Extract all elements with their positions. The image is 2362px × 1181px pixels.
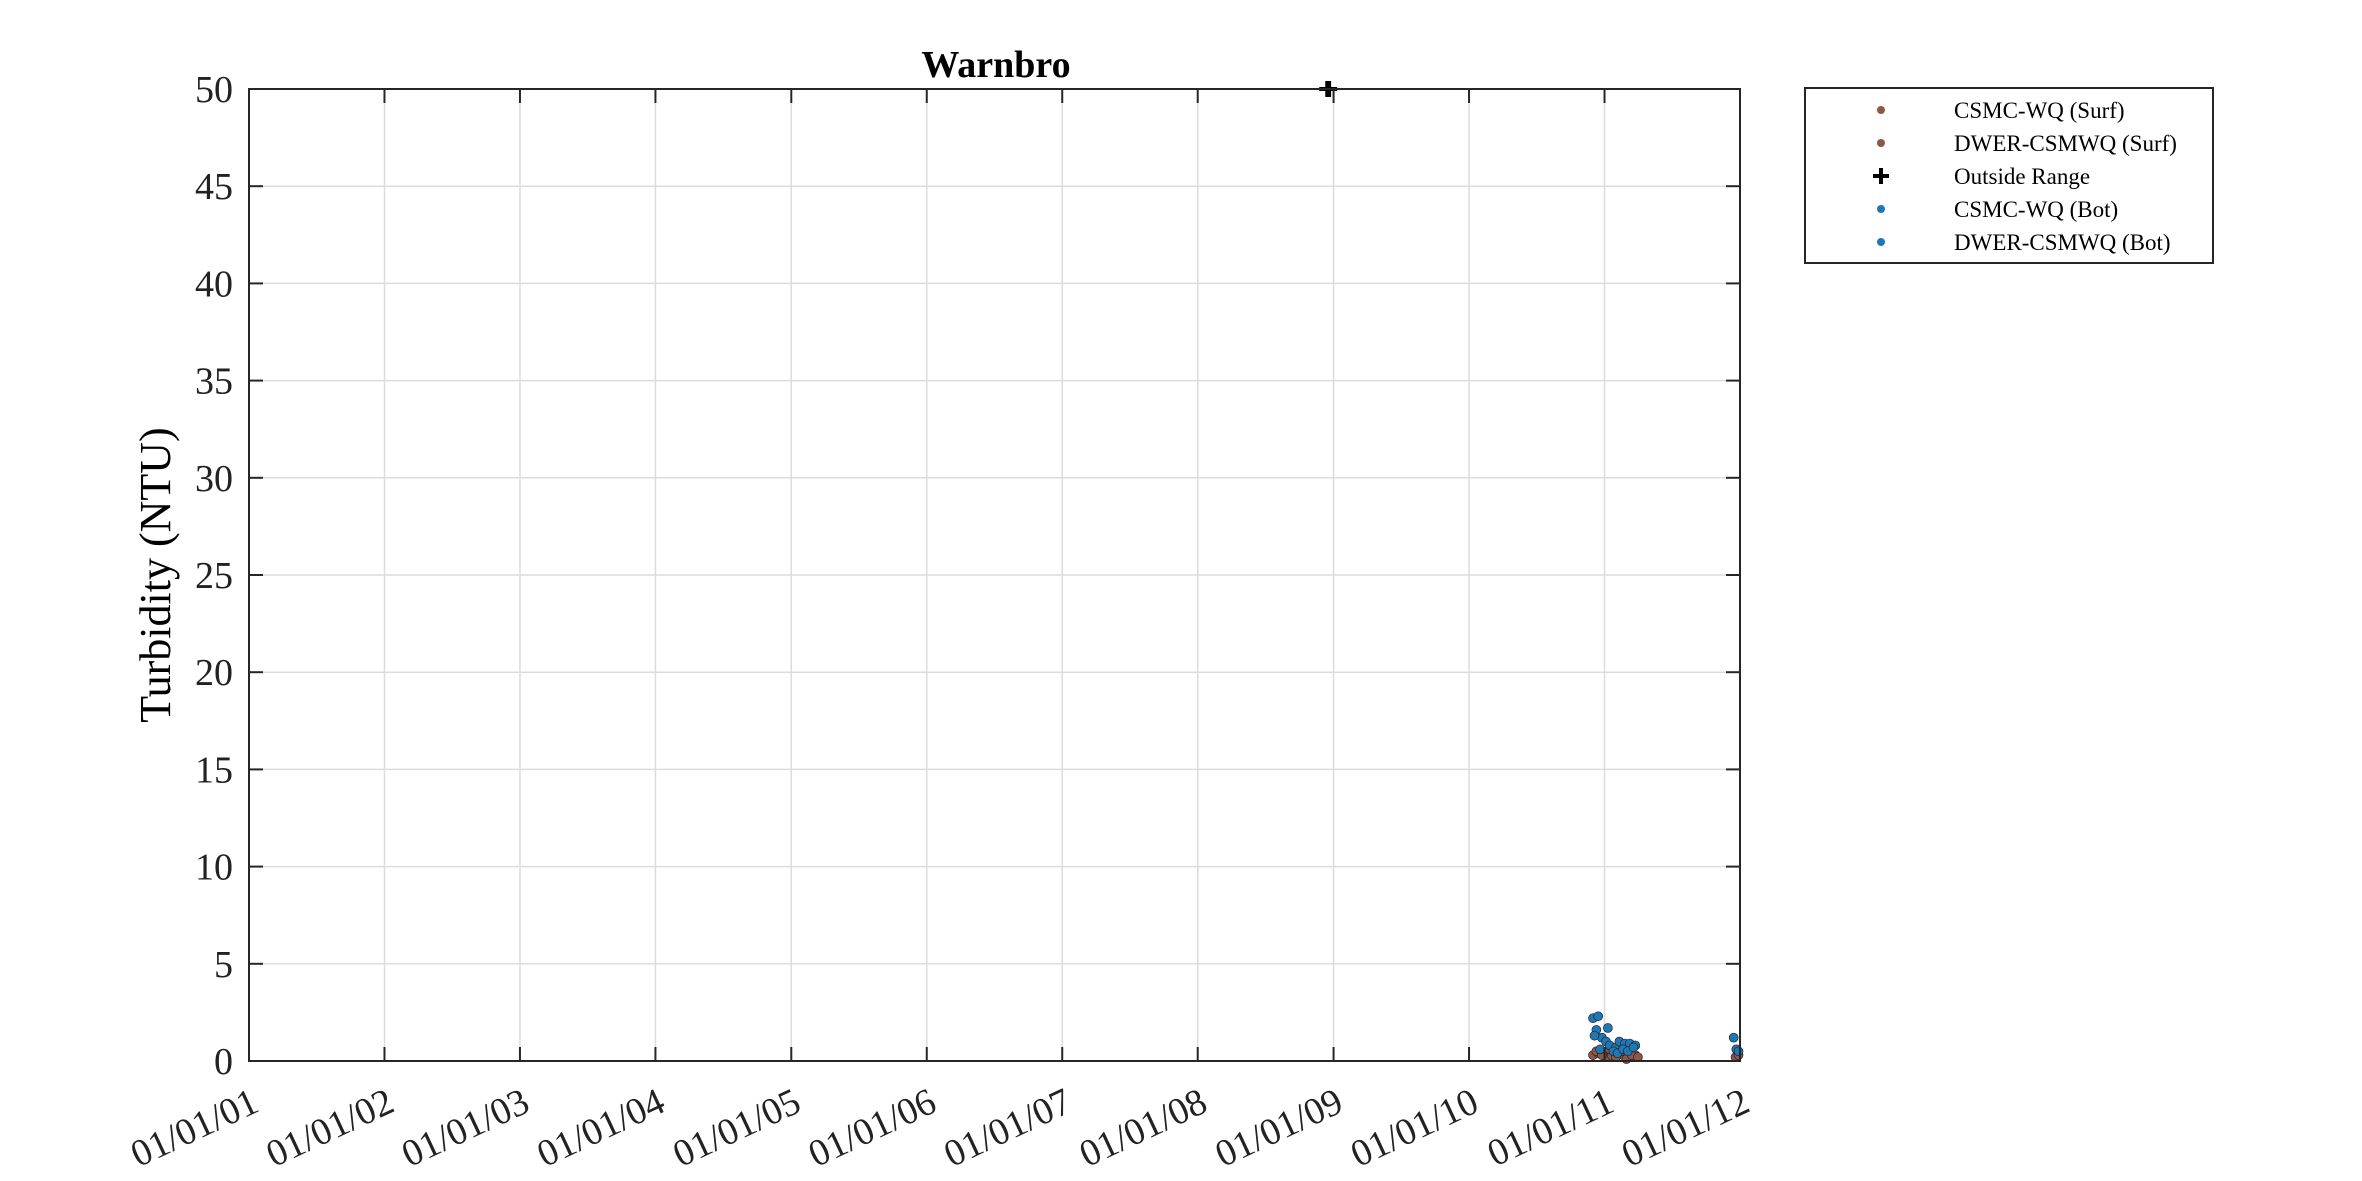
legend-label: DWER-CSMWQ (Surf) <box>1954 131 2177 156</box>
y-tick-label: 0 <box>214 1041 233 1083</box>
y-tick-labels: 0 5 10 15 20 25 30 35 40 45 50 <box>195 69 233 1083</box>
y-axis-label: Turbidity (NTU) <box>131 427 180 722</box>
grid-layer <box>249 89 1740 1061</box>
y-tick-label: 10 <box>195 847 233 889</box>
legend-label: DWER-CSMWQ (Bot) <box>1954 230 2171 255</box>
legend-entry: DWER-CSMWQ (Surf) <box>1877 131 2177 156</box>
y-tick-label: 45 <box>195 166 233 208</box>
x-tick-label: 01/01/03 <box>395 1080 535 1175</box>
x-tick-label: 01/01/04 <box>531 1080 671 1175</box>
y-tick-label: 15 <box>195 749 233 791</box>
ticks-layer <box>248 88 1741 1062</box>
legend-items: CSMC-WQ (Surf) DWER-CSMWQ (Surf) Outside R… <box>1873 98 2177 255</box>
data-point <box>1628 1042 1639 1053</box>
x-tick-label: 01/01/05 <box>667 1080 807 1175</box>
x-tick-label: 01/01/07 <box>938 1080 1078 1175</box>
data-point <box>1733 1046 1744 1057</box>
x-tick-labels: 01/01/0101/01/0201/01/0301/01/0401/01/05… <box>124 1080 1755 1175</box>
y-tick-label: 40 <box>195 263 233 305</box>
legend-marker <box>1877 139 1885 147</box>
data-points-layer <box>1319 81 1744 1064</box>
data-point <box>1593 1011 1604 1022</box>
legend-marker <box>1873 168 1889 184</box>
x-tick-label: 01/01/09 <box>1209 1080 1349 1175</box>
chart-title: Warnbro <box>921 44 1070 86</box>
legend-label: CSMC-WQ (Surf) <box>1954 98 2125 123</box>
legend-marker <box>1877 238 1885 246</box>
legend: CSMC-WQ (Surf) DWER-CSMWQ (Surf) Outside R… <box>1804 87 2214 264</box>
y-tick-label: 30 <box>195 458 233 500</box>
x-tick-label: 01/01/10 <box>1344 1080 1484 1175</box>
legend-marker <box>1877 205 1885 213</box>
x-tick-label: 01/01/01 <box>124 1080 264 1175</box>
legend-entry: CSMC-WQ (Bot) <box>1877 197 2118 222</box>
y-tick-label: 35 <box>195 361 233 403</box>
x-tick-label: 01/01/08 <box>1073 1080 1213 1175</box>
legend-entry: DWER-CSMWQ (Bot) <box>1877 230 2171 255</box>
legend-marker <box>1877 106 1885 114</box>
legend-entry: Outside Range <box>1873 164 2090 189</box>
legend-label: CSMC-WQ (Bot) <box>1954 197 2118 222</box>
y-tick-label: 25 <box>195 555 233 597</box>
legend-entry: CSMC-WQ (Surf) <box>1877 98 2125 123</box>
y-tick-label: 50 <box>195 69 233 111</box>
x-tick-label: 01/01/02 <box>260 1080 400 1175</box>
data-point <box>1728 1032 1739 1043</box>
y-tick-label: 20 <box>195 652 233 694</box>
data-point <box>1603 1023 1613 1033</box>
x-tick-label: 01/01/12 <box>1615 1080 1755 1175</box>
data-point <box>1589 1030 1600 1041</box>
x-tick-label: 01/01/11 <box>1481 1080 1620 1175</box>
legend-label: Outside Range <box>1954 164 2090 189</box>
x-tick-label: 01/01/06 <box>802 1080 942 1175</box>
y-tick-label: 5 <box>214 944 233 986</box>
data-point <box>1595 1044 1605 1055</box>
